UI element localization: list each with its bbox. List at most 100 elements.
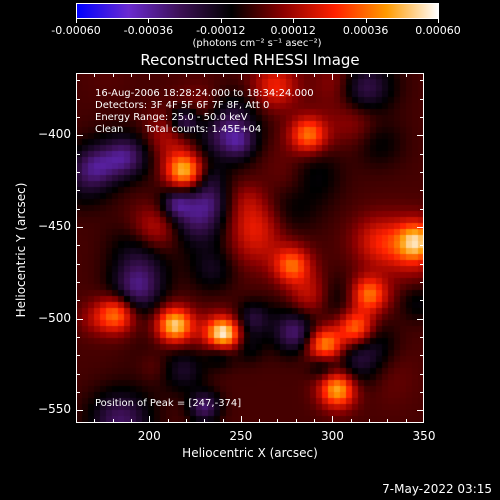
x-minor-tick <box>405 73 407 77</box>
y-axis-label: Heliocentric Y (arcsec) <box>14 182 28 318</box>
x-minor-tick <box>130 73 132 77</box>
plot-area <box>76 73 424 423</box>
x-tick <box>149 73 151 80</box>
y-tick <box>417 410 424 412</box>
x-axis-label: Heliocentric X (arcsec) <box>182 446 318 460</box>
x-minor-tick <box>259 73 261 77</box>
colorbar-tick-label: -0.00060 <box>51 24 101 37</box>
colorbar-tick <box>220 19 222 23</box>
x-minor-tick <box>314 73 316 77</box>
x-tick <box>332 416 334 423</box>
x-tick <box>423 73 424 80</box>
colorbar-tick <box>365 19 367 23</box>
x-minor-tick <box>185 73 187 77</box>
colorbar-tick-label: 0.00060 <box>415 24 461 37</box>
x-tick <box>240 73 242 80</box>
y-minor-tick <box>420 355 424 357</box>
y-tick <box>76 135 83 137</box>
y-minor-tick <box>76 98 80 100</box>
x-minor-tick <box>295 73 297 77</box>
y-tick-label: −500 <box>38 310 71 325</box>
datestamp: 7-May-2022 03:15 <box>382 482 492 496</box>
detectors-annotation: Detectors: 3F 4F 5F 6F 7F 8F, Att 0 <box>95 100 270 111</box>
x-minor-tick <box>405 419 407 423</box>
y-minor-tick <box>76 245 80 247</box>
colorbar <box>76 3 439 19</box>
y-tick-label: −400 <box>38 127 71 142</box>
x-minor-tick <box>222 73 224 77</box>
y-minor-tick <box>420 263 424 265</box>
y-minor-tick <box>420 281 424 283</box>
y-minor-tick <box>420 171 424 173</box>
x-minor-tick <box>387 73 389 77</box>
y-minor-tick <box>76 355 80 357</box>
y-minor-tick <box>76 171 80 173</box>
x-minor-tick <box>277 419 279 423</box>
x-minor-tick <box>222 419 224 423</box>
x-minor-tick <box>350 419 352 423</box>
y-minor-tick <box>420 153 424 155</box>
x-minor-tick <box>94 419 96 423</box>
colorbar-tick <box>293 19 295 23</box>
x-minor-tick <box>204 73 206 77</box>
colorbar-tick <box>76 19 77 23</box>
y-tick-label: −450 <box>38 218 71 233</box>
y-minor-tick <box>76 153 80 155</box>
x-minor-tick <box>112 419 114 423</box>
total-counts-annotation: Total counts: 1.45E+04 <box>145 124 262 135</box>
y-minor-tick <box>76 208 80 210</box>
y-minor-tick <box>76 391 80 393</box>
x-minor-tick <box>185 419 187 423</box>
x-tick <box>332 73 334 80</box>
y-tick <box>76 318 83 320</box>
chart-title: Reconstructed RHESSI Image <box>140 51 360 69</box>
x-tick-label: 300 <box>320 429 344 443</box>
plot-frame <box>76 73 424 423</box>
y-minor-tick <box>420 80 424 82</box>
colorbar-tick-label: -0.00036 <box>123 24 174 37</box>
y-minor-tick <box>76 263 80 265</box>
x-tick <box>240 416 242 423</box>
y-minor-tick <box>420 300 424 302</box>
y-minor-tick <box>420 116 424 118</box>
colorbar-tick <box>148 19 150 23</box>
colorbar-tick-label: 0.00012 <box>270 24 316 37</box>
x-minor-tick <box>94 73 96 77</box>
colorbar-tick-label: 0.00036 <box>342 24 389 37</box>
y-minor-tick <box>76 190 80 192</box>
time-range-annotation: 16-Aug-2006 18:28:24.000 to 18:34:24.000 <box>95 88 314 99</box>
y-minor-tick <box>76 281 80 283</box>
y-tick-label: −550 <box>38 402 71 417</box>
x-minor-tick <box>387 419 389 423</box>
colorbar-tick-label: -0.00012 <box>196 24 246 37</box>
x-minor-tick <box>369 419 371 423</box>
y-tick <box>76 410 83 412</box>
y-tick <box>417 318 424 320</box>
x-minor-tick <box>259 419 261 423</box>
x-tick <box>423 416 424 423</box>
y-minor-tick <box>420 190 424 192</box>
y-tick <box>417 226 424 228</box>
y-minor-tick <box>76 336 80 338</box>
y-minor-tick <box>76 80 80 82</box>
x-minor-tick <box>369 73 371 77</box>
x-tick <box>149 416 151 423</box>
x-minor-tick <box>130 419 132 423</box>
x-minor-tick <box>112 73 114 77</box>
clean-annotation: Clean <box>95 124 124 135</box>
x-tick-label: 200 <box>137 429 161 443</box>
energy-range-annotation: Energy Range: 25.0 - 50.0 keV <box>95 112 248 123</box>
heatmap-image <box>76 73 424 423</box>
y-minor-tick <box>76 116 80 118</box>
y-minor-tick <box>420 208 424 210</box>
y-minor-tick <box>76 300 80 302</box>
x-minor-tick <box>350 73 352 77</box>
colorbar-units: (photons cm⁻² s⁻¹ asec⁻²) <box>192 38 322 49</box>
x-minor-tick <box>277 73 279 77</box>
y-minor-tick <box>420 245 424 247</box>
y-minor-tick <box>76 373 80 375</box>
colorbar-tick <box>438 19 439 23</box>
y-tick <box>417 135 424 137</box>
y-minor-tick <box>420 373 424 375</box>
x-tick-label: 350 <box>412 429 436 443</box>
